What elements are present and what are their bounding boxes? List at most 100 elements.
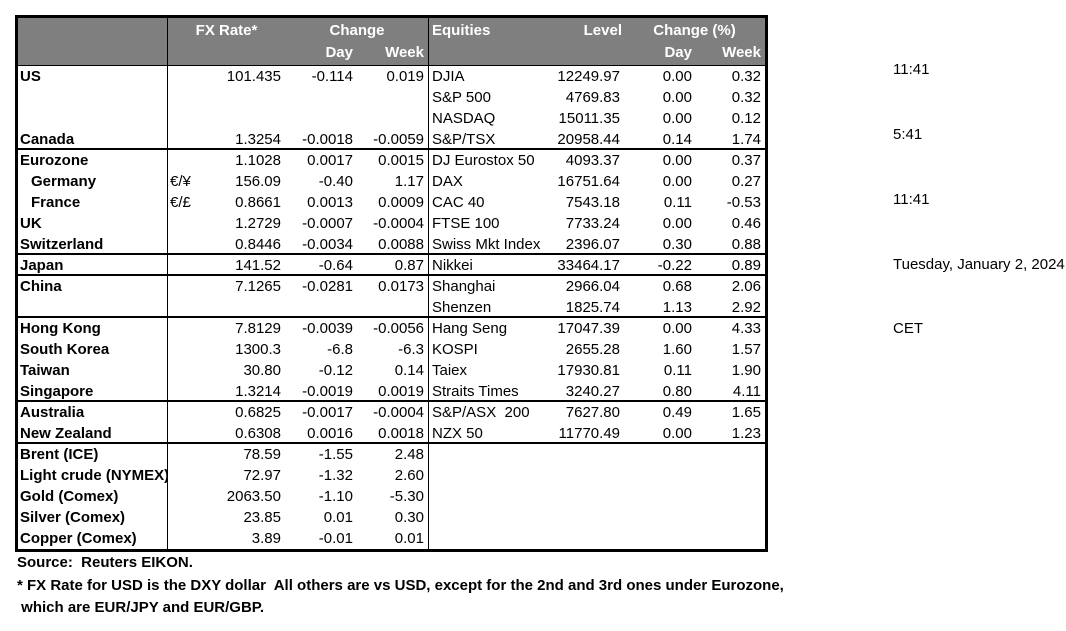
table-row: Hong Kong 7.8129 -0.0039 -0.0056 Hang Se… (18, 316, 765, 339)
country-cell: France (18, 192, 168, 213)
country-cell: Germany (18, 171, 168, 192)
currency-pair-cell (168, 255, 207, 276)
local-time: 11:41 (893, 61, 930, 79)
equity-week-change-cell: 0.89 (731, 257, 761, 274)
equity-week-change-cell (696, 528, 765, 549)
table-row: New Zealand 0.6308 0.0016 0.0018 NZX 50 … (18, 423, 765, 444)
equity-week-change-cell: 1.23 (731, 425, 761, 442)
equity-index-cell: DJ Eurostox 50 (432, 152, 535, 169)
equity-day-change-cell: 0.11 (663, 194, 692, 211)
equity-day-change-cell: 0.14 (662, 131, 692, 148)
country-cell (18, 87, 168, 108)
equity-day-change-cell: 0.00 (662, 110, 692, 127)
equity-week-change-cell: 0.32 (731, 89, 761, 106)
currency-pair-cell: €/¥ (170, 173, 191, 190)
equity-week-change-cell: 4.11 (732, 383, 761, 400)
equity-week-change-cell: 1.90 (731, 362, 761, 379)
equity-week-change-cell: -0.53 (726, 194, 761, 211)
equity-level-cell: 2966.04 (565, 278, 620, 295)
equity-week-change-cell: 0.37 (731, 152, 761, 169)
fx-day-change-cell: 0.01 (323, 509, 353, 526)
fx-day-change-cell: -0.0034 (302, 236, 353, 253)
equity-index-cell: Hang Seng (432, 320, 508, 337)
equity-index-cell: NASDAQ (432, 110, 496, 127)
equity-week-change-cell (696, 486, 765, 507)
fx-day-change-cell: -0.114 (311, 68, 353, 85)
fx-week-change-cell: -0.0056 (357, 318, 429, 339)
fx-rate-cell: 72.97 (243, 467, 281, 484)
table-row: Canada 1.3254 -0.0018 -0.0059 S&P/TSX 20… (18, 129, 765, 150)
table-row: NASDAQ 15011.35 0.00 0.12 (18, 108, 765, 129)
country-cell: New Zealand (18, 423, 168, 444)
fx-day-change-cell: 0.0017 (307, 152, 353, 169)
fx-week-change-cell: 0.019 (357, 66, 429, 87)
equity-index-cell: DJIA (432, 68, 465, 85)
fx-rate-cell: 1300.3 (235, 341, 281, 358)
equity-day-change-cell: 0.00 (662, 89, 692, 106)
country-cell (18, 108, 168, 129)
table-row: Singapore 1.3214 -0.0019 0.0019 Straits … (18, 381, 765, 402)
currency-pair-cell (168, 150, 207, 171)
table-row: Copper (Comex) 3.89 -0.01 0.01 (18, 528, 765, 549)
equity-week-change-cell: 4.33 (731, 320, 761, 337)
fx-day-change-cell (285, 108, 357, 129)
fx-week-change-cell: 0.0018 (357, 423, 429, 444)
fx-week-change-cell: 0.01 (357, 528, 429, 549)
fx-rate-cell: 0.6308 (235, 425, 281, 442)
country-cell: Copper (Comex) (18, 528, 168, 549)
equity-week-change-cell: 0.27 (731, 173, 761, 190)
equity-index-cell: Straits Times (432, 383, 519, 400)
currency-pair-cell (168, 360, 207, 381)
equity-index-cell: Taiex (432, 362, 468, 379)
currency-pair-cell (168, 444, 207, 465)
country-cell: Silver (Comex) (18, 507, 168, 528)
fx-rate-cell (207, 297, 285, 318)
equity-level-cell (552, 465, 624, 486)
equity-index-cell: KOSPI (432, 341, 478, 358)
equity-level-cell: 1825.74 (565, 299, 620, 316)
table-row: S&P 500 4769.83 0.00 0.32 (18, 87, 765, 108)
currency-pair-cell (168, 213, 207, 234)
currency-pair-cell (168, 129, 207, 150)
equity-level-cell (552, 486, 624, 507)
fx-week-change-cell: 2.60 (357, 465, 429, 486)
fx-day-change-cell: -6.8 (327, 341, 353, 358)
equity-week-change-cell (696, 444, 765, 465)
equity-index-cell (429, 528, 552, 549)
equity-index-cell: S&P/ASX 200 (432, 404, 530, 421)
fx-week-change-cell: -0.0004 (357, 213, 429, 234)
equity-week-change-cell: 0.12 (731, 110, 761, 127)
table-row: South Korea 1300.3 -6.8 -6.3 KOSPI 2655.… (18, 339, 765, 360)
equity-index-cell: DAX (432, 173, 463, 190)
equity-index-cell (429, 444, 552, 465)
fx-rate-cell: 0.8661 (235, 194, 281, 211)
currency-pair-cell (168, 402, 207, 423)
equity-day-change-cell: 0.68 (662, 278, 692, 295)
footnote-line2: which are EUR/JPY and EUR/GBP. (17, 599, 265, 616)
country-cell: Australia (18, 402, 168, 423)
equity-index-cell: FTSE 100 (432, 215, 500, 232)
fx-rate-cell: 101.435 (226, 68, 281, 85)
equity-level-cell: 16751.64 (557, 173, 620, 190)
fx-week-change-cell: 0.0015 (357, 150, 429, 171)
table-row: France €/£ 0.8661 0.0013 0.0009 CAC 40 7… (18, 192, 765, 213)
country-cell: China (18, 276, 168, 297)
table-row: US 101.435 -0.114 0.019 DJIA 12249.97 0.… (18, 66, 765, 87)
fx-week-change-cell: 0.0019 (357, 381, 429, 402)
equity-day-change-cell: 0.00 (662, 173, 692, 190)
fx-rate-cell: 30.80 (243, 362, 281, 379)
country-cell: Japan (18, 255, 168, 276)
fx-day-change-cell: -0.0039 (302, 320, 353, 337)
fx-day-change-cell: 0.0013 (307, 194, 353, 211)
country-cell: Singapore (18, 381, 168, 402)
date-line: Tuesday, January 2, 2024 (893, 255, 1065, 273)
fx-rate-cell: 1.3214 (235, 383, 281, 400)
equity-day-change-cell: 0.00 (662, 215, 692, 232)
currency-pair-cell (168, 465, 207, 486)
fx-week-change-cell: 0.14 (357, 360, 429, 381)
equity-day-change-cell: 1.60 (662, 341, 692, 358)
currency-pair-cell (168, 423, 207, 444)
fx-rate-cell: 23.85 (243, 509, 281, 526)
header-equity-week: Week (722, 44, 761, 61)
country-cell: Gold (Comex) (18, 486, 168, 507)
